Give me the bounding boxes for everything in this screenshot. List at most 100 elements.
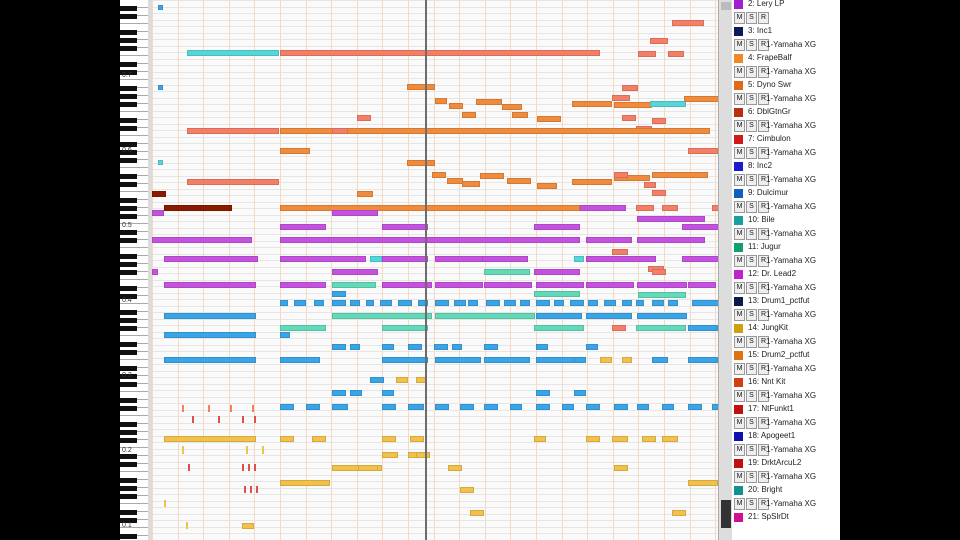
track-color-swatch[interactable] <box>734 405 743 414</box>
midi-note[interactable] <box>382 224 428 230</box>
solo-button[interactable]: S <box>746 336 757 348</box>
black-key[interactable] <box>120 181 137 187</box>
midi-note[interactable] <box>164 205 232 211</box>
solo-button[interactable]: S <box>746 120 757 132</box>
midi-note[interactable] <box>688 357 718 363</box>
short-note[interactable] <box>250 486 252 493</box>
midi-note[interactable] <box>357 115 371 121</box>
midi-note[interactable] <box>460 404 474 410</box>
track-row[interactable]: 4: FrapeBalf M S R 1-Yamaha XG <box>732 52 840 79</box>
mute-button[interactable]: M <box>734 120 745 132</box>
black-key[interactable] <box>120 493 137 499</box>
midi-note[interactable] <box>586 256 656 262</box>
midi-note[interactable] <box>536 390 550 396</box>
black-key[interactable] <box>120 509 137 515</box>
midi-note[interactable] <box>462 181 480 187</box>
solo-button[interactable]: S <box>746 174 757 186</box>
midi-note[interactable] <box>536 300 550 306</box>
midi-note[interactable] <box>510 404 522 410</box>
track-color-swatch[interactable] <box>734 324 743 333</box>
mute-button[interactable]: M <box>734 498 745 510</box>
black-key[interactable] <box>120 29 137 35</box>
midi-note[interactable] <box>586 344 598 350</box>
track-color-swatch[interactable] <box>734 108 743 117</box>
midi-note[interactable] <box>380 300 392 306</box>
midi-note[interactable] <box>382 325 428 331</box>
midi-note[interactable] <box>642 436 656 442</box>
mute-button[interactable]: M <box>734 201 745 213</box>
midi-note[interactable] <box>280 436 294 442</box>
short-note[interactable] <box>230 405 232 412</box>
mute-button[interactable]: M <box>734 39 745 51</box>
midi-note[interactable] <box>652 269 666 275</box>
midi-note[interactable] <box>622 300 632 306</box>
midi-note[interactable] <box>586 436 600 442</box>
solo-button[interactable]: S <box>746 444 757 456</box>
black-key[interactable] <box>120 461 137 467</box>
midi-note[interactable] <box>672 20 704 26</box>
midi-note[interactable] <box>435 282 483 288</box>
track-color-swatch[interactable] <box>734 270 743 279</box>
black-key[interactable] <box>120 149 137 155</box>
midi-note[interactable] <box>366 300 374 306</box>
white-key[interactable] <box>120 296 148 304</box>
midi-note[interactable] <box>332 465 382 471</box>
midi-note[interactable] <box>164 436 256 442</box>
midi-note[interactable] <box>294 300 306 306</box>
solo-button[interactable]: S <box>746 282 757 294</box>
midi-note[interactable] <box>614 172 628 178</box>
white-key[interactable] <box>120 536 148 540</box>
midi-note[interactable] <box>187 179 279 185</box>
midi-note[interactable] <box>507 178 531 184</box>
midi-note[interactable] <box>435 98 447 104</box>
midi-note[interactable] <box>668 300 678 306</box>
midi-note[interactable] <box>332 269 378 275</box>
midi-note[interactable] <box>537 116 561 122</box>
white-key[interactable] <box>120 160 148 168</box>
midi-note[interactable] <box>652 190 666 196</box>
midi-note[interactable] <box>152 191 166 197</box>
midi-note[interactable] <box>449 103 463 109</box>
midi-note[interactable] <box>572 101 612 107</box>
white-key[interactable] <box>120 408 148 416</box>
short-note[interactable] <box>248 464 250 471</box>
midi-note[interactable] <box>580 205 626 211</box>
record-button[interactable]: R <box>758 444 769 456</box>
white-key[interactable] <box>120 240 148 248</box>
midi-note[interactable] <box>350 300 360 306</box>
midi-note[interactable] <box>164 256 258 262</box>
track-color-swatch[interactable] <box>734 189 743 198</box>
midi-note[interactable] <box>562 404 574 410</box>
mute-button[interactable]: M <box>734 417 745 429</box>
mute-button[interactable]: M <box>734 174 745 186</box>
midi-note[interactable] <box>612 249 628 255</box>
midi-note[interactable] <box>672 510 686 516</box>
midi-note[interactable] <box>484 344 498 350</box>
short-note[interactable] <box>182 405 184 412</box>
midi-note[interactable] <box>382 452 398 458</box>
scroll-up-arrow-icon[interactable] <box>721 2 731 10</box>
midi-note[interactable] <box>152 237 252 243</box>
solo-button[interactable]: S <box>746 93 757 105</box>
midi-note[interactable] <box>480 173 504 179</box>
piano-roll-grid[interactable] <box>152 0 732 540</box>
record-button[interactable]: R <box>758 336 769 348</box>
midi-note[interactable] <box>407 160 435 166</box>
record-button[interactable]: R <box>758 309 769 321</box>
black-key[interactable] <box>120 213 137 219</box>
midi-note[interactable] <box>612 436 628 442</box>
short-note[interactable] <box>164 500 166 507</box>
midi-note[interactable] <box>435 300 449 306</box>
midi-note[interactable] <box>382 390 394 396</box>
mute-button[interactable]: M <box>734 228 745 240</box>
black-key[interactable] <box>120 453 137 459</box>
midi-note[interactable] <box>534 224 580 230</box>
midi-note[interactable] <box>638 292 686 298</box>
black-key[interactable] <box>120 37 137 43</box>
white-key[interactable] <box>120 104 148 112</box>
short-note[interactable] <box>254 464 256 471</box>
midi-note[interactable] <box>534 436 546 442</box>
track-row[interactable]: 8: Inc2 M S R 1-Yamaha XG <box>732 160 840 187</box>
midi-note[interactable] <box>396 377 408 383</box>
black-key[interactable] <box>120 349 137 355</box>
